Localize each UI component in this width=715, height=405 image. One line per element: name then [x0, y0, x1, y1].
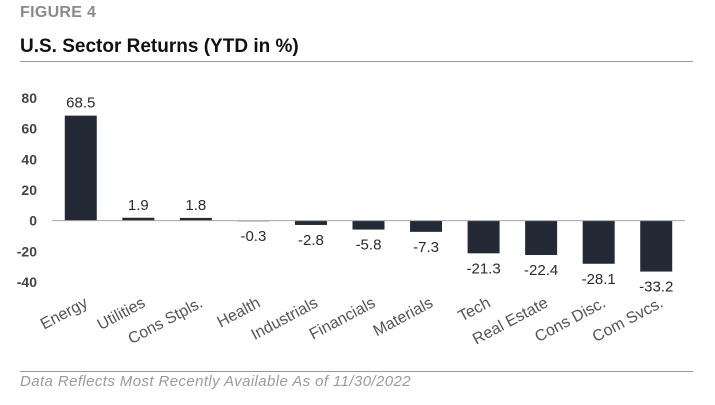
bar: [410, 220, 443, 232]
category-label: Materials: [371, 295, 436, 340]
footnote-divider: [20, 371, 693, 372]
data-label: -2.8: [298, 232, 324, 249]
y-tick-label: 40: [21, 151, 37, 167]
bar: [467, 220, 500, 254]
bar: [582, 220, 615, 264]
bar: [179, 217, 212, 221]
data-label: -22.4: [524, 262, 558, 279]
bar: [640, 220, 673, 272]
data-label: 1.9: [128, 197, 149, 214]
y-tick-label: -40: [17, 274, 37, 290]
y-tick-label: -20: [17, 243, 37, 259]
bar: [64, 115, 97, 221]
y-axis: 80 60 40 20 0 -20 -40: [17, 90, 37, 290]
bar: [352, 220, 385, 230]
y-tick-label: 80: [21, 90, 37, 106]
y-tick-label: 60: [21, 121, 37, 137]
y-tick-label: 20: [21, 182, 37, 198]
chart-title: U.S. Sector Returns (YTD in %): [20, 36, 299, 57]
data-labels: 68.5 1.9 1.8 -0.3 -2.8 -5.8 -7.3 -21.3 -22.4 -28.…: [66, 95, 673, 296]
data-label: -5.8: [356, 237, 382, 254]
figure-label: FIGURE 4: [20, 4, 97, 21]
category-label: Energy: [38, 295, 91, 334]
data-label: -0.3: [240, 228, 266, 245]
bar: [525, 220, 558, 256]
data-label: -33.2: [639, 279, 673, 296]
data-label: 68.5: [66, 95, 95, 112]
data-label: -28.1: [582, 271, 616, 288]
category-label: Financials: [307, 295, 379, 344]
bar: [122, 217, 155, 221]
bar: [294, 220, 327, 225]
bars: [64, 115, 673, 272]
data-label: -21.3: [466, 260, 500, 277]
data-label: -7.3: [413, 239, 439, 256]
category-label: Tech: [456, 295, 494, 326]
bar-chart: 80 60 40 20 0 -20 -40 68.5 1.9 1.8 -0.3 -2.8 -5.8 -7…: [17, 90, 685, 348]
footnote: Data Reflects Most Recently Available As…: [20, 373, 411, 390]
y-tick-label: 0: [29, 213, 37, 229]
data-label: 1.8: [185, 197, 206, 214]
title-divider: [20, 61, 693, 62]
